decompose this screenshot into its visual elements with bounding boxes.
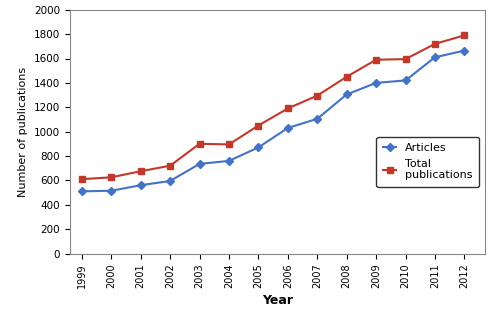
Line: Articles: Articles bbox=[79, 48, 467, 194]
Total
publications bbox=[226, 142, 232, 146]
Articles bbox=[402, 79, 408, 83]
Articles bbox=[167, 179, 173, 183]
Articles bbox=[256, 146, 262, 150]
Total
publications bbox=[462, 33, 468, 37]
Articles bbox=[344, 93, 349, 97]
Total
publications bbox=[79, 177, 85, 181]
Articles bbox=[138, 183, 143, 187]
Articles bbox=[196, 162, 202, 166]
Total
publications bbox=[402, 57, 408, 61]
Total
publications bbox=[344, 75, 349, 79]
Articles bbox=[432, 55, 438, 59]
Articles bbox=[373, 81, 379, 85]
Articles bbox=[462, 49, 468, 53]
Total
publications bbox=[167, 164, 173, 168]
Total
publications bbox=[196, 142, 202, 146]
Total
publications bbox=[256, 124, 262, 127]
Y-axis label: Number of publications: Number of publications bbox=[18, 67, 28, 197]
Total
publications bbox=[108, 176, 114, 179]
Total
publications bbox=[373, 58, 379, 62]
Total
publications bbox=[314, 94, 320, 98]
Total
publications bbox=[432, 42, 438, 46]
Total
publications bbox=[285, 107, 291, 111]
Articles bbox=[108, 189, 114, 193]
Line: Total
publications: Total publications bbox=[79, 32, 467, 182]
Legend: Articles, Total
publications: Articles, Total publications bbox=[376, 136, 480, 187]
Articles bbox=[79, 189, 85, 193]
Total
publications bbox=[138, 169, 143, 173]
Articles bbox=[285, 126, 291, 130]
X-axis label: Year: Year bbox=[262, 293, 293, 306]
Articles bbox=[314, 117, 320, 121]
Articles bbox=[226, 159, 232, 163]
